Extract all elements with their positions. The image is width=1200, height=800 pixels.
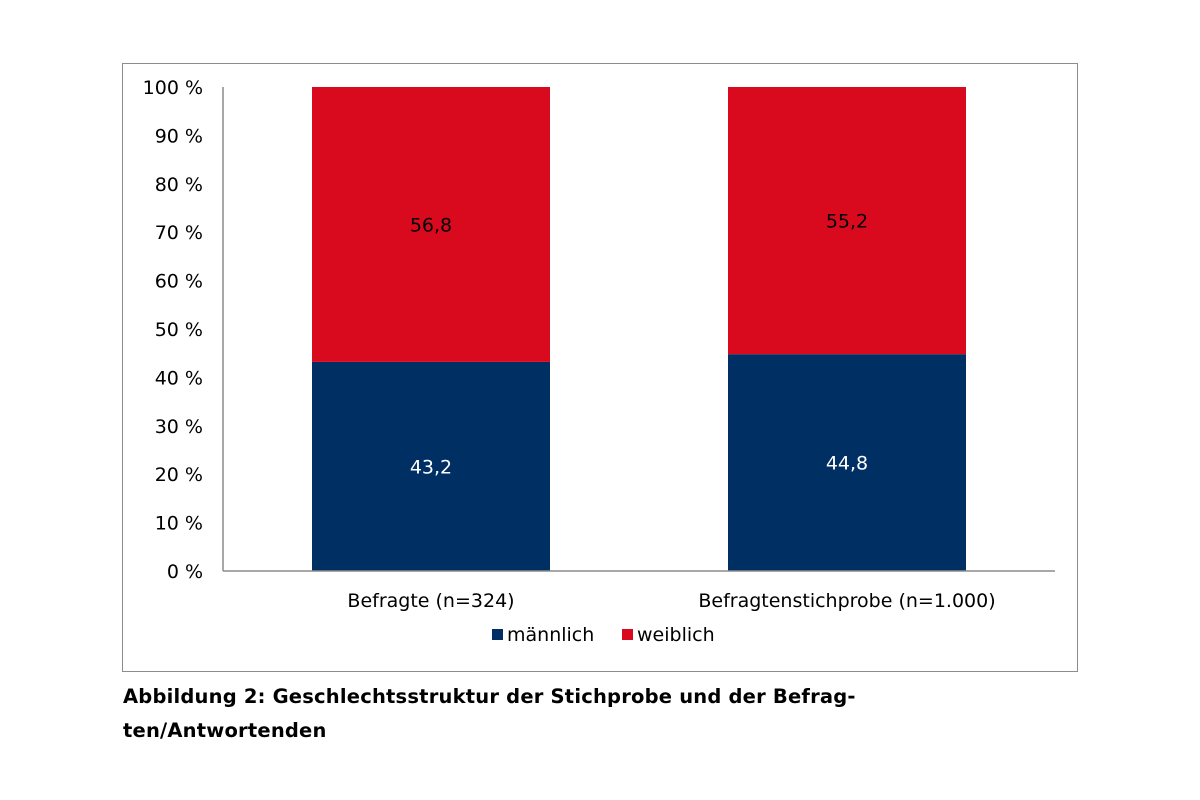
caption-line-1: Abbildung 2: Geschlechtsstruktur der Sti… (123, 685, 856, 708)
legend-swatch-maennlich (492, 629, 503, 640)
bar-weiblich (312, 87, 550, 362)
stacked-bar-chart: 0 % 10 % 20 % 30 % 40 % 50 % 60 % 70 % 80 % 90 % 1… (143, 77, 1055, 646)
y-tick-label: 20 % (155, 464, 203, 486)
caption-line-2: ten/Antwortenden (123, 719, 327, 742)
data-label: 44,8 (826, 453, 868, 475)
figure-caption: Abbildung 2: Geschlechtsstruktur der Sti… (123, 680, 943, 748)
y-tick-label: 0 % (167, 561, 203, 583)
data-label: 55,2 (826, 211, 868, 233)
legend-swatch-weiblich (622, 629, 633, 640)
y-tick-label: 40 % (155, 367, 203, 389)
y-tick-label: 70 % (155, 222, 203, 244)
legend-label-maennlich: männlich (507, 624, 594, 646)
y-tick-label: 60 % (155, 271, 203, 293)
bar-maennlich (312, 361, 550, 571)
y-tick-label: 90 % (155, 125, 203, 147)
data-label: 43,2 (410, 456, 452, 478)
chart-frame (122, 63, 1078, 672)
bar-weiblich (728, 87, 966, 355)
y-tick-label: 100 % (143, 77, 203, 99)
y-tick-label: 10 % (155, 513, 203, 535)
y-tick-label: 30 % (155, 416, 203, 438)
y-tick-label: 80 % (155, 174, 203, 196)
bar-maennlich (728, 354, 966, 571)
data-label: 56,8 (410, 214, 452, 236)
x-category-label: Befragte (n=324) (347, 590, 514, 612)
y-tick-label: 50 % (155, 319, 203, 341)
x-category-label: Befragtenstichprobe (n=1.000) (698, 590, 995, 612)
legend-label-weiblich: weiblich (637, 624, 715, 646)
